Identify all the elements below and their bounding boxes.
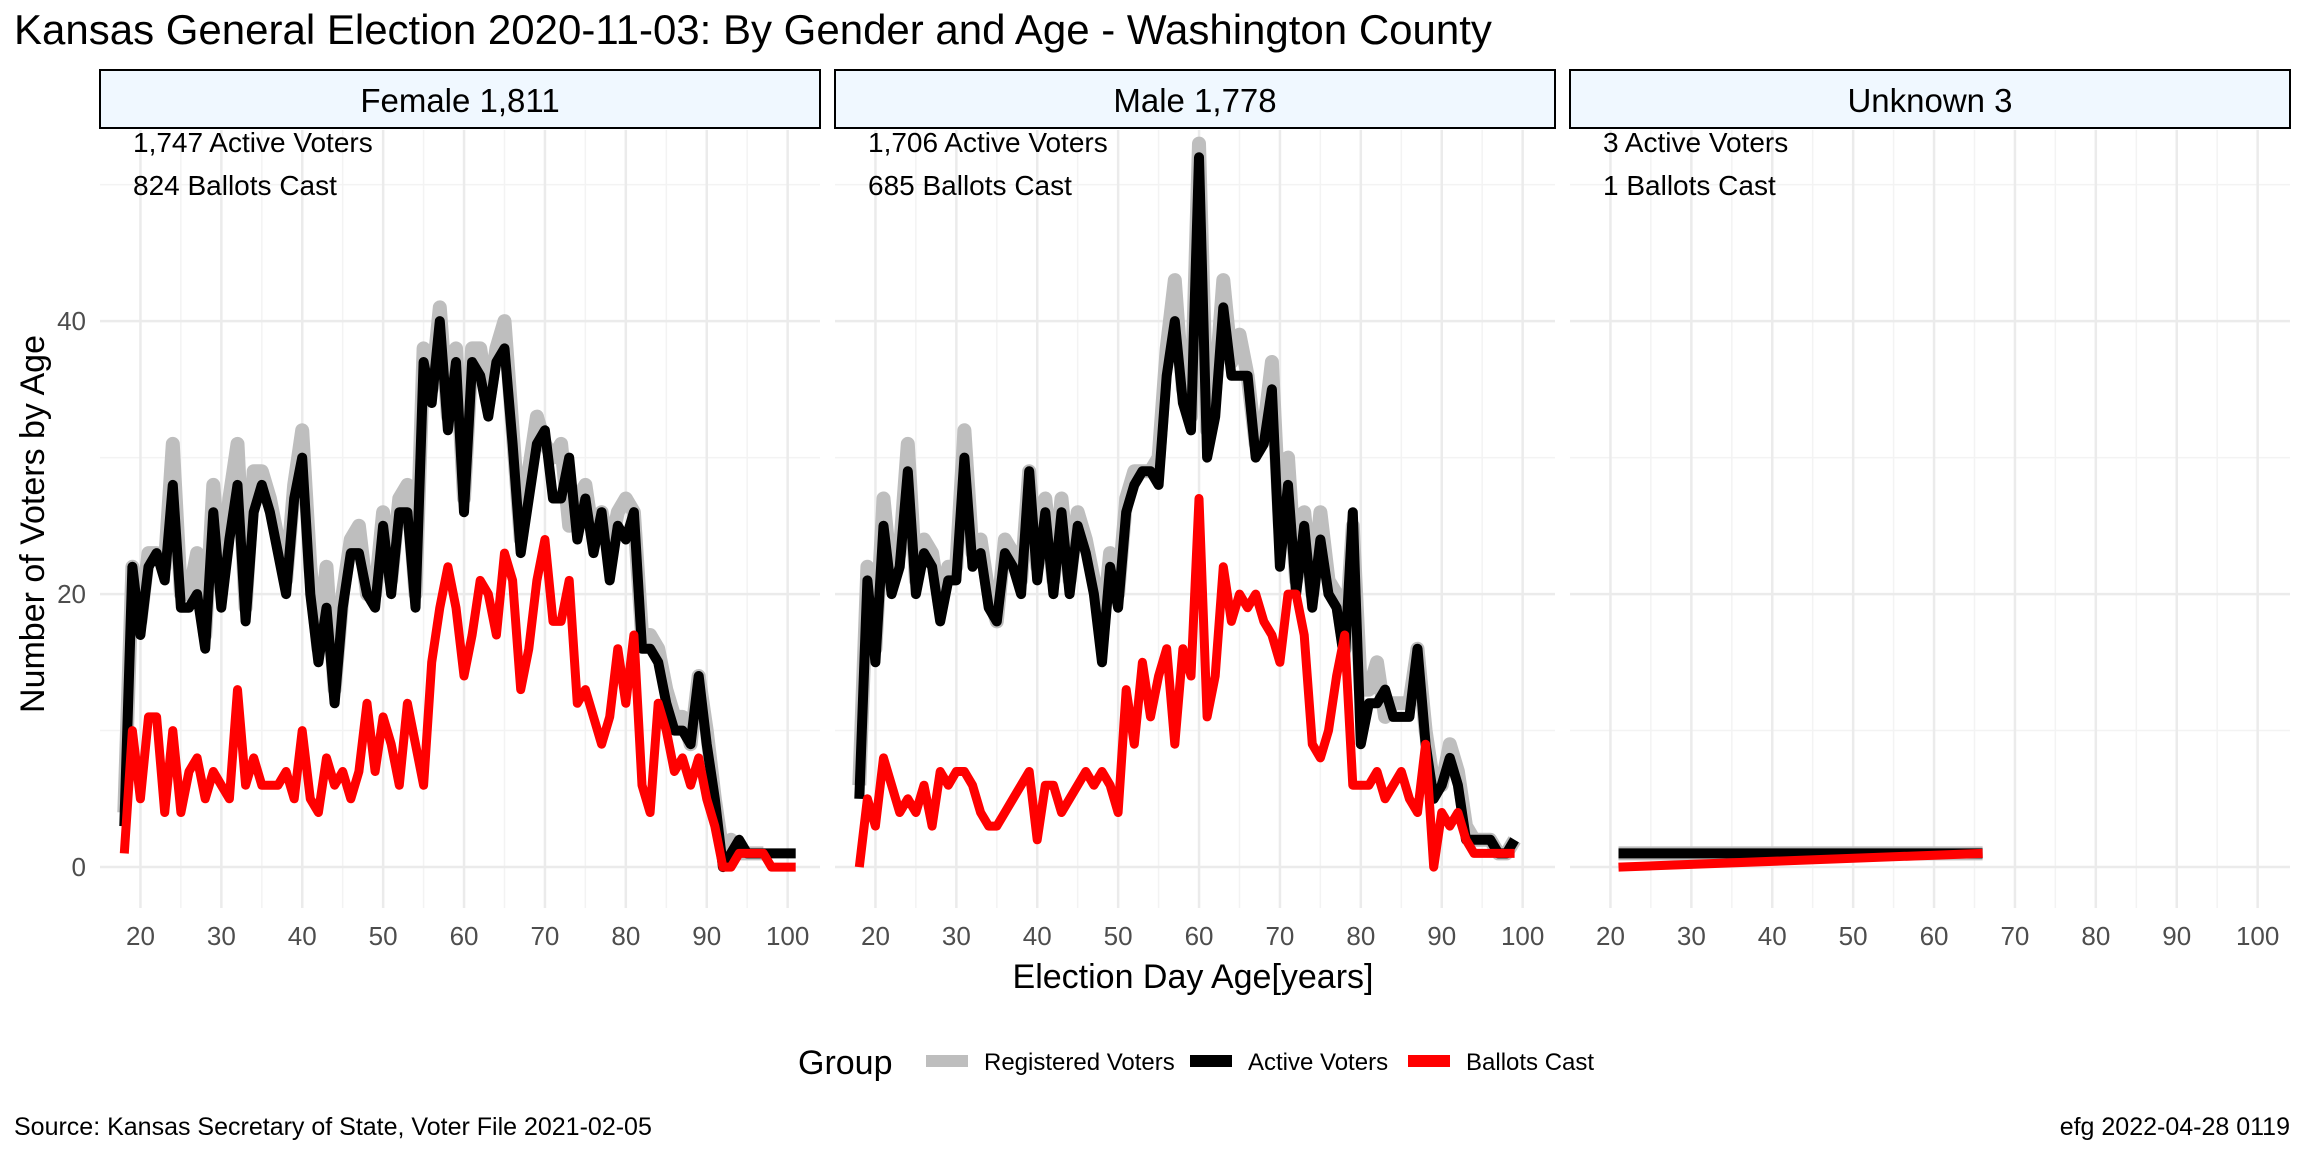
panel-annotation: 824 Ballots Cast xyxy=(133,170,337,201)
x-tick-label: 20 xyxy=(126,921,155,951)
facet-strip xyxy=(99,69,821,129)
x-tick-label: 90 xyxy=(1427,921,1456,951)
x-tick-label: 50 xyxy=(1104,921,1133,951)
panel-annotation: 1,747 Active Voters xyxy=(133,127,373,158)
series-line-ballots xyxy=(854,494,1515,872)
x-tick-label: 80 xyxy=(611,921,640,951)
legend-title: Group xyxy=(798,1044,893,1082)
x-tick-label: 40 xyxy=(1758,921,1787,951)
x-tick-label: 30 xyxy=(942,921,971,951)
x-tick-label: 60 xyxy=(450,921,479,951)
x-tick-label: 40 xyxy=(1023,921,1052,951)
series-line-ballots xyxy=(1618,848,1983,872)
facet-panel-3: Unknown 3 3 Active Voters 1 Ballots Cast 20… xyxy=(1569,69,2291,951)
y-tick-label: 0 xyxy=(72,852,86,882)
facet-strip-label: Unknown 3 xyxy=(1847,82,2012,119)
x-tick-label: 30 xyxy=(207,921,236,951)
x-tick-label: 30 xyxy=(1677,921,1706,951)
panel-annotation: 1,706 Active Voters xyxy=(868,127,1108,158)
panel-annotation: 1 Ballots Cast xyxy=(1603,170,1776,201)
x-axis-label: Election Day Age[years] xyxy=(1013,958,1374,996)
x-tick-label: 20 xyxy=(861,921,890,951)
x-tick-label: 50 xyxy=(369,921,398,951)
x-tick-label: 70 xyxy=(530,921,559,951)
x-tick-label: 70 xyxy=(1265,921,1294,951)
y-axis-label: Number of Voters by Age xyxy=(14,335,52,713)
x-tick-label: 90 xyxy=(2162,921,2191,951)
legend-label-active: Active Voters xyxy=(1248,1049,1388,1076)
x-tick-label: 20 xyxy=(1596,921,1625,951)
chart-title: Kansas General Election 2020-11-03: By G… xyxy=(14,6,1492,53)
y-tick-label: 20 xyxy=(57,579,86,609)
legend: Group Registered Voters Active Voters Ball… xyxy=(798,1044,1594,1082)
series-line-active xyxy=(854,152,1519,859)
facet-strip xyxy=(1569,69,2291,129)
series-line-active xyxy=(119,316,796,873)
source-note: Source: Kansas Secretary of State, Voter… xyxy=(14,1113,652,1141)
timestamp-note: efg 2022-04-28 0119 xyxy=(2060,1113,2290,1141)
legend-label-ballots: Ballots Cast xyxy=(1466,1049,1594,1076)
panel-annotation: 3 Active Voters xyxy=(1603,127,1788,158)
x-tick-label: 60 xyxy=(1185,921,1214,951)
x-tick-label: 40 xyxy=(288,921,317,951)
x-tick-label: 60 xyxy=(1920,921,1949,951)
x-tick-label: 100 xyxy=(1501,921,1544,951)
series-line-ballots xyxy=(119,535,796,872)
x-tick-label: 80 xyxy=(2081,921,2110,951)
x-tick-label: 100 xyxy=(766,921,809,951)
facet-strip-label: Male 1,778 xyxy=(1113,82,1276,119)
x-tick-label: 100 xyxy=(2236,921,2279,951)
facet-strip xyxy=(834,69,1556,129)
x-tick-label: 80 xyxy=(1346,921,1375,951)
x-tick-label: 50 xyxy=(1839,921,1868,951)
x-tick-label: 70 xyxy=(2000,921,2029,951)
legend-label-registered: Registered Voters xyxy=(984,1049,1175,1076)
panel-annotation: 685 Ballots Cast xyxy=(868,170,1072,201)
facet-panel-1: Female 1,811 1,747 Active Voters 824 Ballo… xyxy=(99,69,821,951)
facet-panels: Female 1,811 1,747 Active Voters 824 Ballo… xyxy=(57,69,2291,951)
y-tick-label: 40 xyxy=(57,306,86,336)
facet-strip-label: Female 1,811 xyxy=(360,82,559,119)
x-tick-label: 90 xyxy=(692,921,721,951)
